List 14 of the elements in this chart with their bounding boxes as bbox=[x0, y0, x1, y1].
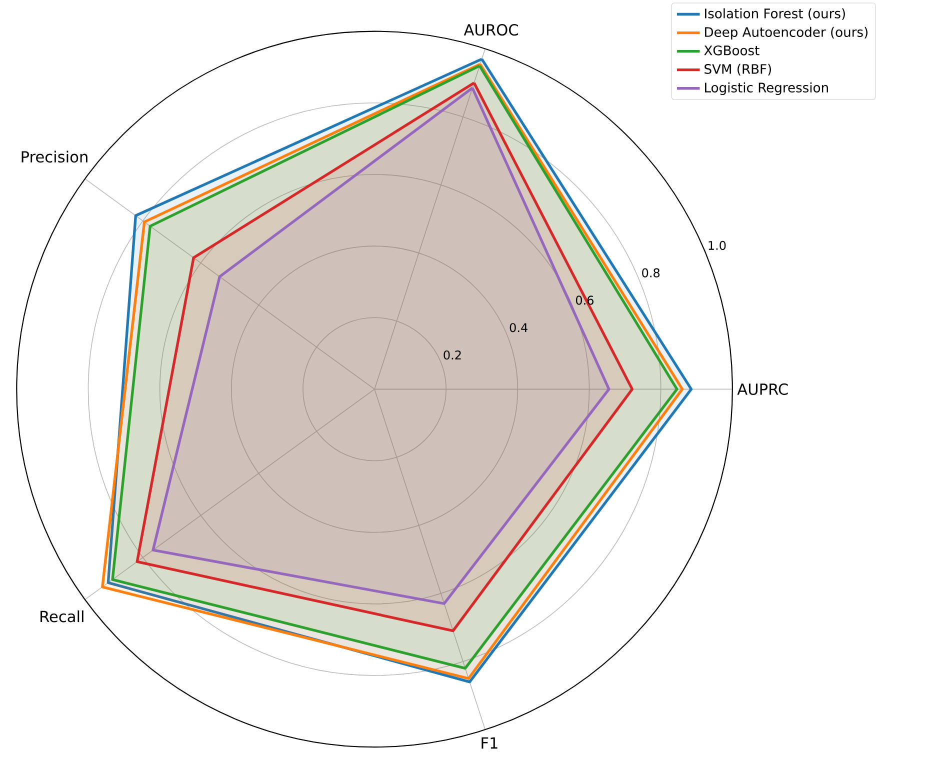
spoke-label: AUROC bbox=[464, 24, 518, 36]
legend-label: XGBoost bbox=[704, 45, 760, 56]
y-tick-label: 0.2 bbox=[444, 350, 461, 360]
legend-label: Logistic Regression bbox=[705, 82, 828, 95]
legend-label: Isolation Forest (ours) bbox=[705, 8, 845, 20]
y-tick-label: 0.8 bbox=[642, 268, 660, 278]
spoke-label: Precision bbox=[22, 150, 88, 162]
y-tick-label: 0.4 bbox=[510, 322, 528, 332]
legend-label: Deep Autoencoder (ours) bbox=[705, 26, 868, 40]
spoke-label: AUPRC bbox=[737, 383, 788, 395]
spoke-label: F1 bbox=[482, 737, 498, 748]
legend-label: SVM (RBF) bbox=[704, 64, 772, 76]
y-tick-label: 1.0 bbox=[708, 240, 726, 250]
spoke-label: Recall bbox=[40, 610, 84, 622]
